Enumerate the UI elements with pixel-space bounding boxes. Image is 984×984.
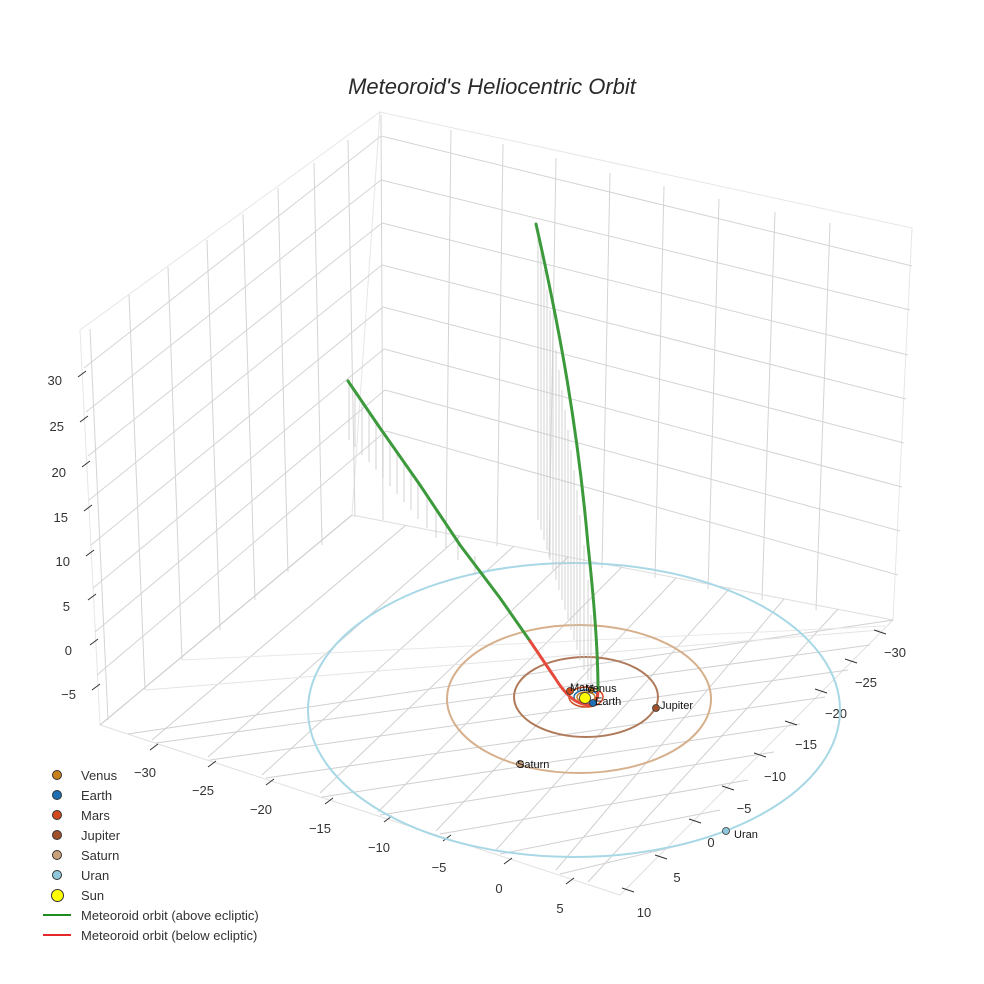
green-line-icon [43, 914, 71, 916]
svg-text:Saturn: Saturn [517, 759, 549, 771]
uran-marker-icon [52, 870, 62, 880]
svg-text:0: 0 [65, 643, 72, 658]
saturn-marker-icon [52, 850, 62, 860]
svg-text:−10: −10 [764, 769, 786, 784]
svg-text:5: 5 [673, 870, 680, 885]
meteoroid-orbit [346, 222, 600, 707]
legend-item-venus[interactable]: Venus [36, 765, 259, 785]
jupiter-orbit [513, 656, 659, 738]
svg-text:−20: −20 [250, 802, 272, 817]
svg-text:−20: −20 [825, 706, 847, 721]
earth-marker-icon [52, 790, 62, 800]
svg-text:30: 30 [48, 373, 62, 388]
venus-marker [587, 686, 595, 694]
y-axis-ticks [621, 629, 887, 893]
svg-text:20: 20 [52, 465, 66, 480]
bodies [516, 686, 730, 835]
svg-text:−25: −25 [855, 675, 877, 690]
svg-text:Mars: Mars [570, 682, 595, 694]
legend-item-orbit-below[interactable]: Meteoroid orbit (below ecliptic) [36, 925, 259, 945]
saturn-orbit [446, 624, 712, 774]
z-axis-labels: 30 25 20 15 10 5 0 −5 [48, 373, 76, 702]
meteoroid-orbit-above-left [346, 379, 532, 643]
svg-text:10: 10 [56, 554, 70, 569]
svg-text:Jupiter: Jupiter [660, 700, 693, 712]
legend-item-earth[interactable]: Earth [36, 785, 259, 805]
mars-marker [566, 687, 574, 695]
svg-text:0: 0 [495, 881, 502, 896]
svg-text:Earth: Earth [595, 696, 621, 708]
svg-text:5: 5 [556, 901, 563, 916]
svg-text:−5: −5 [432, 860, 447, 875]
saturn-marker [516, 760, 524, 768]
svg-text:15: 15 [54, 510, 68, 525]
legend-item-uran[interactable]: Uran [36, 865, 259, 885]
svg-text:−30: −30 [134, 765, 156, 780]
grid-walls [79, 110, 913, 727]
legend-item-jupiter[interactable]: Jupiter [36, 825, 259, 845]
svg-text:10: 10 [637, 905, 651, 920]
svg-text:−15: −15 [795, 737, 817, 752]
jupiter-marker-icon [52, 830, 62, 840]
legend-item-sun[interactable]: Sun [36, 885, 259, 905]
uran-marker [722, 827, 730, 835]
svg-text:−30: −30 [884, 645, 906, 660]
legend-item-mars[interactable]: Mars [36, 805, 259, 825]
legend: Venus Earth Mars Jupiter Saturn Uran Sun… [36, 765, 259, 945]
legend-item-saturn[interactable]: Saturn [36, 845, 259, 865]
chart-title: Meteoroid's Heliocentric Orbit [348, 74, 636, 99]
svg-text:0: 0 [707, 835, 714, 850]
drop-lines [348, 230, 592, 688]
svg-text:−5: −5 [737, 801, 752, 816]
x-axis-labels: −30 −25 −20 −15 −10 −5 0 5 [134, 765, 564, 916]
svg-text:5: 5 [63, 599, 70, 614]
svg-text:Uran: Uran [734, 829, 758, 841]
svg-text:−5: −5 [61, 687, 76, 702]
earth-marker [589, 699, 597, 707]
meteoroid-orbit-below [528, 639, 600, 707]
svg-text:−10: −10 [368, 840, 390, 855]
mars-marker-icon [52, 810, 62, 820]
x-axis-ticks [149, 743, 575, 885]
svg-text:−15: −15 [309, 821, 331, 836]
z-axis-ticks [77, 370, 101, 691]
jupiter-marker [652, 704, 660, 712]
sun-marker-icon [50, 888, 64, 902]
svg-text:−25: −25 [192, 783, 214, 798]
legend-item-orbit-above[interactable]: Meteoroid orbit (above ecliptic) [36, 905, 259, 925]
y-axis-labels: −30 −25 −20 −15 −10 −5 0 5 10 [637, 645, 906, 920]
floor-grid [99, 514, 895, 896]
red-line-icon [43, 934, 71, 936]
sun-marker [579, 692, 591, 704]
svg-text:25: 25 [50, 419, 64, 434]
svg-text:Venus: Venus [586, 683, 617, 695]
meteoroid-orbit-above-right [534, 222, 600, 692]
planet-labels: Uran Saturn Jupiter Mars Venus Earth [517, 682, 758, 841]
venus-marker-icon [52, 770, 62, 780]
